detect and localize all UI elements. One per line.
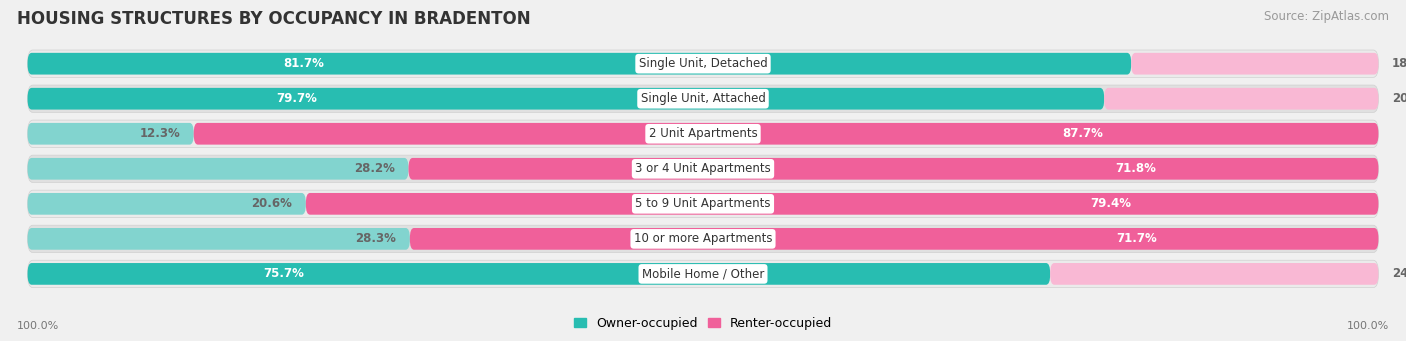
FancyBboxPatch shape	[28, 120, 1378, 147]
FancyBboxPatch shape	[1104, 88, 1378, 109]
FancyBboxPatch shape	[409, 158, 1378, 180]
Text: HOUSING STRUCTURES BY OCCUPANCY IN BRADENTON: HOUSING STRUCTURES BY OCCUPANCY IN BRADE…	[17, 10, 530, 28]
Text: Single Unit, Attached: Single Unit, Attached	[641, 92, 765, 105]
Text: 100.0%: 100.0%	[17, 321, 59, 331]
Text: 12.3%: 12.3%	[139, 127, 180, 140]
Text: 2 Unit Apartments: 2 Unit Apartments	[648, 127, 758, 140]
Text: 71.8%: 71.8%	[1115, 162, 1156, 175]
FancyBboxPatch shape	[28, 190, 1378, 218]
FancyBboxPatch shape	[28, 193, 307, 215]
Text: 10 or more Apartments: 10 or more Apartments	[634, 232, 772, 246]
FancyBboxPatch shape	[28, 123, 194, 145]
Text: 20.6%: 20.6%	[252, 197, 292, 210]
FancyBboxPatch shape	[28, 50, 1378, 77]
FancyBboxPatch shape	[28, 88, 1104, 109]
FancyBboxPatch shape	[411, 228, 1378, 250]
FancyBboxPatch shape	[28, 228, 411, 250]
Text: 18.3%: 18.3%	[1392, 57, 1406, 70]
Text: 71.7%: 71.7%	[1116, 232, 1157, 246]
Text: 79.4%: 79.4%	[1090, 197, 1130, 210]
FancyBboxPatch shape	[28, 85, 1378, 113]
FancyBboxPatch shape	[28, 158, 409, 180]
Text: 100.0%: 100.0%	[1347, 321, 1389, 331]
FancyBboxPatch shape	[28, 260, 1378, 287]
FancyBboxPatch shape	[1132, 53, 1378, 75]
Text: 75.7%: 75.7%	[263, 267, 304, 280]
Text: 20.3%: 20.3%	[1392, 92, 1406, 105]
Text: 81.7%: 81.7%	[283, 57, 323, 70]
Text: 28.2%: 28.2%	[354, 162, 395, 175]
FancyBboxPatch shape	[1050, 263, 1378, 285]
FancyBboxPatch shape	[28, 225, 1378, 253]
FancyBboxPatch shape	[28, 155, 1378, 182]
Text: Mobile Home / Other: Mobile Home / Other	[641, 267, 765, 280]
Text: 79.7%: 79.7%	[277, 92, 318, 105]
Text: 28.3%: 28.3%	[356, 232, 396, 246]
FancyBboxPatch shape	[194, 123, 1378, 145]
Legend: Owner-occupied, Renter-occupied: Owner-occupied, Renter-occupied	[568, 312, 838, 335]
Text: Single Unit, Detached: Single Unit, Detached	[638, 57, 768, 70]
Text: Source: ZipAtlas.com: Source: ZipAtlas.com	[1264, 10, 1389, 23]
Text: 24.3%: 24.3%	[1392, 267, 1406, 280]
Text: 87.7%: 87.7%	[1062, 127, 1102, 140]
Text: 3 or 4 Unit Apartments: 3 or 4 Unit Apartments	[636, 162, 770, 175]
FancyBboxPatch shape	[307, 193, 1378, 215]
FancyBboxPatch shape	[28, 53, 1132, 75]
FancyBboxPatch shape	[28, 263, 1050, 285]
Text: 5 to 9 Unit Apartments: 5 to 9 Unit Apartments	[636, 197, 770, 210]
